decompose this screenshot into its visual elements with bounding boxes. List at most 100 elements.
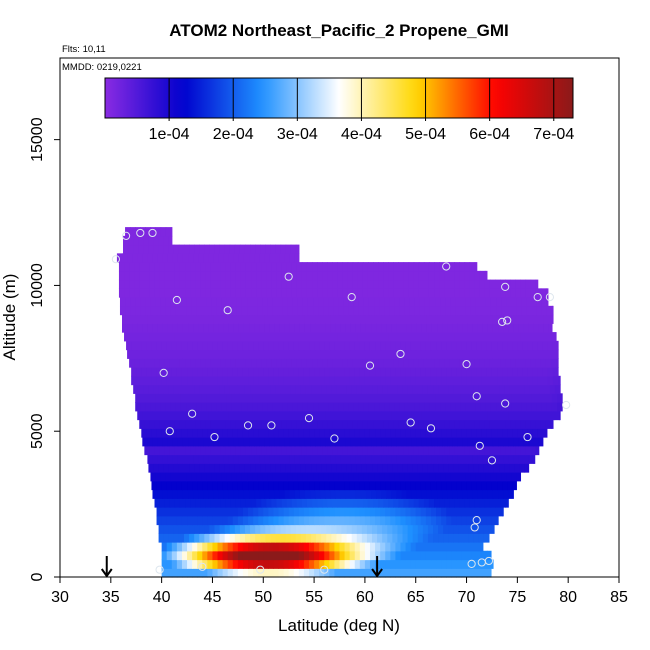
curtain-cell <box>215 445 222 456</box>
curtain-cell <box>296 270 303 281</box>
curtain-cell <box>316 524 322 534</box>
curtain-cell <box>238 410 245 421</box>
curtain-cell <box>135 402 141 412</box>
curtain-cell <box>214 533 221 543</box>
curtain-cell <box>171 480 178 491</box>
curtain-cell <box>517 340 524 351</box>
curtain-cell <box>277 297 284 307</box>
measurement-point <box>111 255 121 264</box>
curtain-cell <box>267 402 274 412</box>
curtain-cell <box>489 332 496 342</box>
curtain-cell <box>448 384 454 394</box>
curtain-cell <box>192 428 198 438</box>
curtain-cell <box>421 489 428 499</box>
curtain-cell <box>306 332 313 342</box>
curtain-cell <box>165 297 172 307</box>
curtain-cell <box>293 375 300 386</box>
curtain-cell <box>264 454 270 464</box>
curtain-cell <box>375 515 381 526</box>
curtain-cell <box>339 550 346 561</box>
curtain-cell <box>280 524 287 534</box>
curtain-cell <box>286 262 293 272</box>
curtain-cell <box>350 323 357 333</box>
curtain-cell <box>252 297 258 307</box>
curtain-cell <box>162 323 169 333</box>
curtain-cell <box>548 314 554 324</box>
curtain-cell <box>324 507 330 517</box>
curtain-cell <box>187 375 193 386</box>
curtain-cell <box>369 550 376 561</box>
curtain-cell <box>184 524 190 534</box>
curtain-cell <box>199 533 205 543</box>
curtain-cell <box>374 402 380 412</box>
curtain-cell <box>273 568 280 578</box>
curtain-cell <box>500 288 506 298</box>
curtain-cell <box>392 463 399 473</box>
curtain-cell <box>441 542 447 552</box>
curtain-cell <box>223 349 230 359</box>
curtain-cell <box>247 472 253 482</box>
curtain-cell <box>501 305 507 316</box>
curtain-cell <box>198 314 204 324</box>
curtain-cell <box>449 270 455 281</box>
curtain-cell <box>390 507 396 517</box>
curtain-cell <box>400 507 407 517</box>
curtain-cell <box>293 542 300 552</box>
curtain-cell <box>425 507 432 517</box>
curtain-cell <box>461 550 468 561</box>
curtain-cell <box>533 349 540 359</box>
curtain-cell <box>515 358 522 368</box>
curtain-cell <box>450 305 456 316</box>
curtain-cell <box>133 235 139 246</box>
curtain-cell <box>249 349 255 359</box>
curtain-cell <box>426 489 433 499</box>
curtain-cell <box>411 323 418 333</box>
curtain-cell <box>367 279 374 289</box>
curtain-cell <box>325 323 331 333</box>
curtain-cell <box>208 314 215 324</box>
curtain-cell <box>273 542 280 552</box>
curtain-cell <box>185 288 191 298</box>
curtain-cell <box>292 472 299 482</box>
curtain-cell <box>241 393 248 403</box>
curtain-cell <box>181 340 188 351</box>
curtain-cell <box>160 393 167 403</box>
curtain-cell <box>503 489 509 499</box>
curtain-cell <box>473 524 480 534</box>
curtain-cell <box>452 489 458 499</box>
curtain-cell <box>430 559 437 569</box>
curtain-cell <box>222 542 229 552</box>
curtain-cell <box>236 472 243 482</box>
curtain-cell <box>178 463 185 473</box>
curtain-cell <box>415 507 422 517</box>
curtain-cell <box>439 419 445 429</box>
curtain-cell <box>360 410 367 421</box>
curtain-cell <box>144 358 151 368</box>
curtain-cell <box>148 244 155 254</box>
curtain-cell <box>331 524 338 534</box>
curtain-cell <box>182 349 189 359</box>
curtain-cell <box>418 445 425 456</box>
curtain-cell <box>182 410 189 421</box>
curtain-cell <box>558 375 561 386</box>
curtain-cell <box>533 410 540 421</box>
curtain-cell <box>243 314 250 324</box>
curtain-cell <box>169 288 176 298</box>
curtain-cell <box>342 270 349 281</box>
curtain-cell <box>187 542 193 552</box>
curtain-cell <box>286 445 293 456</box>
curtain-cell <box>217 515 224 526</box>
curtain-cell <box>119 305 126 316</box>
curtain-cell <box>311 533 317 543</box>
curtain-cell <box>266 262 272 272</box>
curtain-cell <box>530 332 537 342</box>
curtain-cell <box>551 305 554 316</box>
curtain-cell <box>173 384 180 394</box>
curtain-cell <box>399 472 406 482</box>
curtain-cell <box>243 489 250 499</box>
curtain-cell <box>138 244 144 254</box>
curtain-cell <box>226 402 233 412</box>
curtain-cell <box>229 244 236 254</box>
curtain-cell <box>165 305 172 316</box>
curtain-cell <box>476 480 483 491</box>
